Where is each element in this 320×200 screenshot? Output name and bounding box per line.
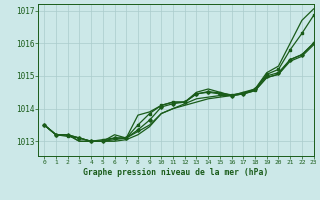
X-axis label: Graphe pression niveau de la mer (hPa): Graphe pression niveau de la mer (hPa) xyxy=(84,168,268,177)
